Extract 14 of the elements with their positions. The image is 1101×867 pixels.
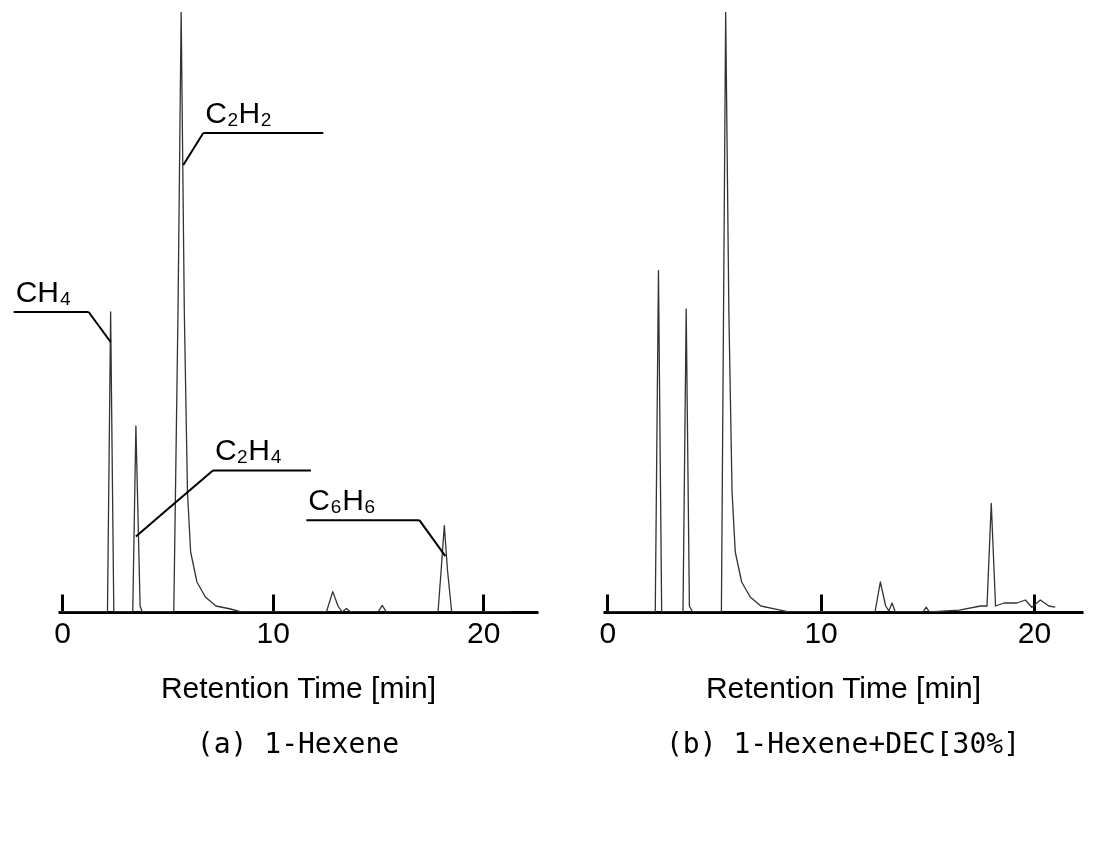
annotation: C₂H₂ xyxy=(205,96,272,129)
text: (b) 1-Hexene+DEC[30%] xyxy=(665,727,1021,760)
annotation: C₆H₆ xyxy=(308,483,376,517)
x-axis-title: Retention Time [min] xyxy=(160,670,437,704)
x-axis-title: Retention Time [min] xyxy=(705,670,982,704)
text: (a) 1-Hexene xyxy=(196,727,400,760)
x-tick-label: 0 xyxy=(54,615,72,649)
x-tick-label: 10 xyxy=(804,615,838,649)
x-tick-label: 10 xyxy=(256,615,290,649)
x-tick-label: 0 xyxy=(599,615,617,649)
annotation: C₂H₄ xyxy=(214,433,283,467)
x-tick-label: 20 xyxy=(1017,615,1052,649)
x-tick-label: 20 xyxy=(467,615,501,649)
annotation: CH₄ xyxy=(15,275,72,308)
